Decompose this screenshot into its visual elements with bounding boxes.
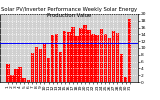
Bar — [43, 43, 46, 82]
Bar — [120, 54, 123, 82]
Bar — [104, 34, 107, 82]
Bar — [35, 47, 38, 82]
Bar — [116, 33, 119, 82]
Bar — [63, 31, 66, 82]
Bar — [10, 75, 14, 82]
Bar — [79, 28, 83, 82]
Bar — [91, 34, 95, 82]
Bar — [59, 52, 62, 82]
Bar — [128, 19, 131, 82]
Bar — [55, 34, 58, 82]
Bar — [112, 31, 115, 82]
Bar — [87, 30, 91, 82]
Bar — [100, 29, 103, 82]
Bar — [51, 35, 54, 82]
Bar — [108, 38, 111, 82]
Bar — [124, 77, 127, 82]
Text: Solar PV/Inverter Performance Weekly Solar Energy Production Value: Solar PV/Inverter Performance Weekly Sol… — [1, 7, 137, 18]
Bar — [67, 32, 71, 82]
Bar — [18, 67, 22, 82]
Bar — [22, 78, 26, 82]
Bar — [39, 49, 42, 82]
Bar — [96, 35, 99, 82]
Bar — [6, 64, 10, 82]
Bar — [71, 27, 75, 82]
Bar — [75, 36, 79, 82]
Bar — [47, 57, 50, 82]
Bar — [83, 24, 87, 82]
Bar — [14, 69, 18, 82]
Bar — [31, 53, 34, 82]
Bar — [27, 80, 30, 82]
